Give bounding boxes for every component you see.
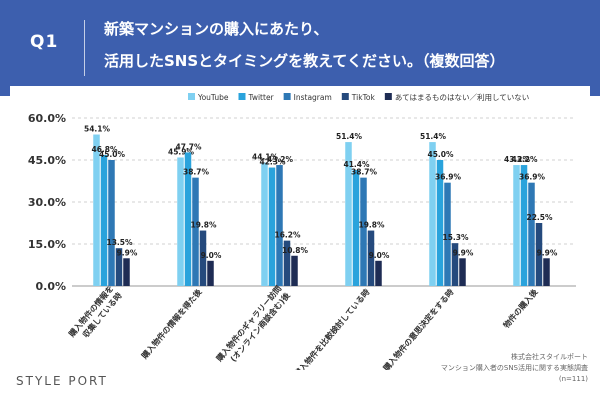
bar: [459, 258, 466, 286]
bar: [291, 255, 298, 286]
footnote-company: 株式会社スタイルポート: [511, 353, 588, 361]
bar: [207, 260, 214, 286]
data-label: 51.4%: [336, 132, 363, 141]
bar: [360, 177, 367, 286]
bar: [115, 248, 123, 286]
data-label: 42.3%: [259, 158, 286, 167]
x-category-label: 購入物件のギャラリー訪問(オンライン商談含む)後: [213, 283, 292, 364]
bar: [261, 162, 268, 286]
x-tick-label: 物件の購入後: [501, 286, 540, 330]
data-label: 43.2%: [504, 155, 531, 164]
y-tick-label: 60.0%: [28, 112, 66, 125]
data-label: 41.4%: [343, 160, 370, 169]
bar: [93, 134, 100, 286]
data-label: 13.5%: [106, 238, 133, 247]
bar: [184, 152, 192, 286]
data-label: 46.8%: [91, 145, 118, 154]
bar: [444, 182, 451, 286]
legend-swatch: [238, 93, 246, 100]
bar: [543, 258, 550, 286]
question-title-line-1: 新築マンションの購入にあたり、: [104, 20, 329, 38]
style-port-logo: STYLE PORT: [16, 374, 108, 388]
bar: [345, 142, 352, 286]
x-category-label: 購入物件の情報を得た後: [139, 286, 205, 361]
bar: [513, 165, 520, 286]
footnote-sample: (n=111): [558, 375, 588, 383]
data-label: 36.9%: [435, 173, 462, 182]
x-tick-label: 購入物件のギャラリー訪問: [213, 283, 283, 364]
data-label: 43.2%: [267, 155, 294, 164]
bar: [367, 230, 375, 286]
bar: [123, 258, 130, 286]
legend-swatch: [341, 93, 349, 100]
bar: [276, 165, 283, 286]
bar: [528, 182, 535, 286]
x-tick-label: 購入物件の情報を得た後: [139, 286, 205, 361]
bar: [177, 157, 184, 286]
header-divider: [84, 20, 85, 76]
bar-chart: 0.0% 15.0% 30.0% 45.0% 60.0% YouTube Twitter In…: [28, 92, 576, 370]
bar: [436, 160, 444, 286]
data-label: 45.0%: [99, 150, 126, 159]
data-label: 9.9%: [117, 248, 138, 257]
chart-panel: 0.0% 15.0% 30.0% 45.0% 60.0% YouTube Twitter In…: [10, 86, 590, 370]
data-label: 9.9%: [453, 248, 474, 257]
bar: [429, 142, 436, 286]
legend-label: TikTok: [351, 93, 376, 102]
data-label: 15.3%: [442, 233, 469, 242]
data-label: 9.0%: [201, 251, 222, 260]
data-label: 38.7%: [351, 168, 378, 177]
bar: [352, 170, 360, 286]
bar: [108, 160, 115, 286]
data-label: 47.7%: [175, 142, 202, 151]
y-tick-label: 45.0%: [28, 154, 66, 167]
y-tick-label: 15.0%: [28, 238, 66, 251]
data-label: 10.8%: [282, 246, 309, 255]
data-label: 54.1%: [84, 125, 111, 134]
survey-footnote: 株式会社スタイルポート マンション購入者のSNS活用に関する実態調査 (n=11…: [348, 352, 588, 385]
question-number: Q1: [30, 32, 59, 52]
x-tick-label: (オンライン商談含む)後: [228, 290, 292, 364]
data-label: 43.2%: [511, 155, 538, 164]
legend-label: あてはまるものはない／利用していない: [395, 92, 529, 102]
data-label: 19.8%: [190, 221, 217, 230]
data-label: 36.9%: [519, 173, 546, 182]
bar: [199, 230, 207, 286]
legend-swatch: [188, 93, 195, 100]
data-label: 45.0%: [427, 150, 454, 159]
legend-label: Instagram: [294, 93, 332, 102]
bar: [375, 260, 382, 286]
bar: [535, 223, 543, 286]
y-tick-label: 30.0%: [28, 196, 66, 209]
bar: [100, 154, 108, 286]
bar: [451, 243, 459, 286]
bar: [192, 177, 199, 286]
data-label: 9.0%: [369, 251, 390, 260]
data-label: 51.4%: [420, 132, 447, 141]
legend-label: Twitter: [248, 93, 275, 102]
x-category-label: 物件の購入後: [501, 286, 540, 330]
y-tick-label: 0.0%: [35, 280, 66, 293]
legend-label: YouTube: [197, 93, 229, 102]
data-label: 38.7%: [183, 168, 210, 177]
bar: [283, 240, 291, 286]
data-label: 45.9%: [168, 147, 195, 156]
data-label: 22.5%: [526, 213, 553, 222]
bar: [520, 165, 528, 286]
legend-swatch: [384, 93, 392, 100]
data-label: 9.9%: [537, 248, 558, 257]
data-label: 44.1%: [252, 153, 279, 162]
header-banner: Q1 新築マンションの購入にあたり、 活用したSNSとタイミングを教えてください…: [0, 0, 600, 96]
bar: [268, 167, 276, 286]
legend-swatch: [283, 93, 291, 100]
footnote-survey: マンション購入者のSNS活用に関する実態調査: [440, 364, 588, 372]
data-label: 16.2%: [274, 231, 301, 240]
data-label: 19.8%: [358, 221, 385, 230]
question-title-line-2: 活用したSNSとタイミングを教えてください。（複数回答）: [104, 52, 505, 70]
